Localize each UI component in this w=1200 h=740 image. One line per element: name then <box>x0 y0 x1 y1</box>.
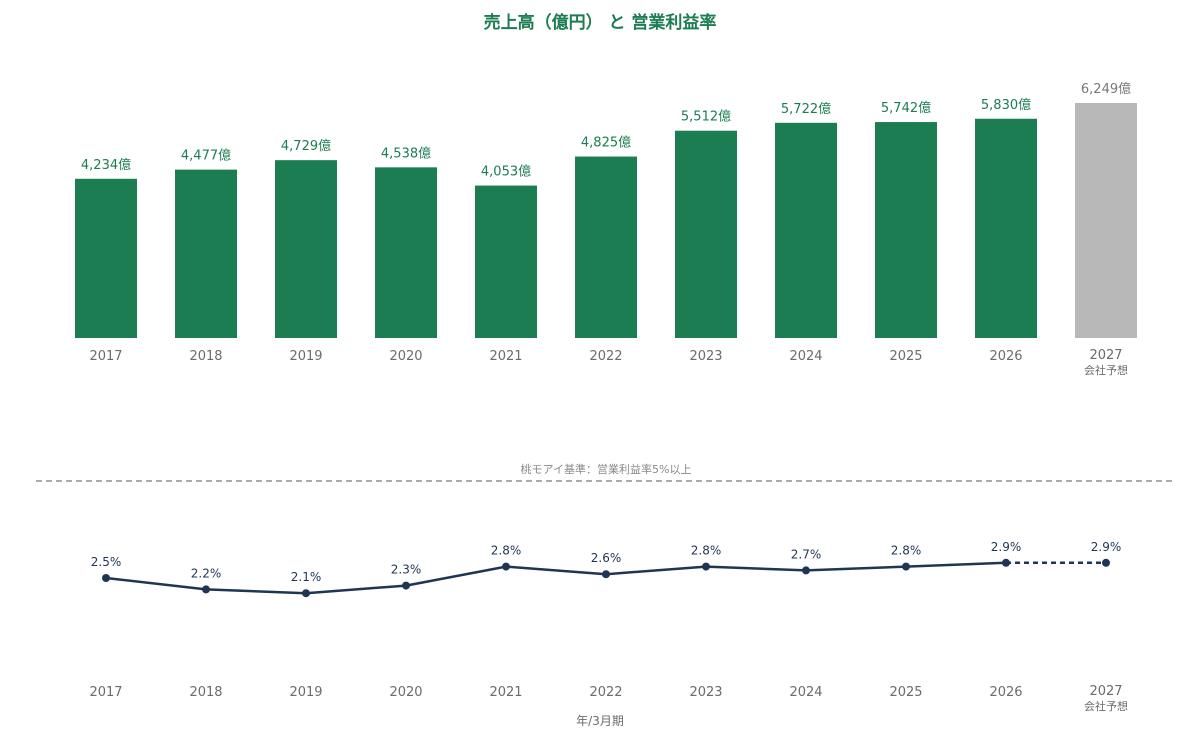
bar-x-tick-2018: 2018 <box>189 349 222 364</box>
bar-x-tick-2020: 2020 <box>389 349 422 364</box>
bar-value-label-2020: 4,538億 <box>381 145 431 161</box>
line-point-2024 <box>802 566 810 575</box>
line-point-2020 <box>402 581 410 590</box>
bar-2027 <box>1075 103 1137 338</box>
line-x-tick-2027: 2027 <box>1089 684 1122 699</box>
bar-x-tick-2023: 2023 <box>689 349 722 364</box>
line-x-tick-2022: 2022 <box>589 685 622 700</box>
bar-x-tick-2017: 2017 <box>89 349 122 364</box>
bar-x-tick-2021: 2021 <box>489 349 522 364</box>
line-value-label-2025: 2.8% <box>891 544 922 558</box>
bar-2020 <box>375 167 437 338</box>
bar-value-label-2017: 4,234億 <box>81 157 131 173</box>
line-value-label-2019: 2.1% <box>291 570 322 584</box>
operating-margin-line-chart: 桃モアイ基準：営業利益率5%以上 2.5% 2017 2.2% 2018 2.1% 2019… <box>36 462 1175 713</box>
bar-x-tick-2022: 2022 <box>589 349 622 364</box>
line-x-tick-2024: 2024 <box>789 685 822 700</box>
line-point-2019 <box>302 589 310 598</box>
bar-value-label-2019: 4,729億 <box>281 138 331 154</box>
line-x-tick-2025: 2025 <box>889 685 922 700</box>
bar-2018 <box>175 169 237 338</box>
line-x-tick-2026: 2026 <box>989 685 1022 700</box>
bar-value-label-2027: 6,249億 <box>1081 81 1131 97</box>
line-value-label-2018: 2.2% <box>191 566 222 580</box>
line-point-2027 <box>1102 558 1110 567</box>
reference-line-label: 桃モアイ基準：営業利益率5%以上 <box>521 462 692 476</box>
line-value-label-2026: 2.9% <box>991 540 1022 554</box>
bar-x-subtick-2027: 会社予想 <box>1084 363 1128 377</box>
sales-bar-chart: 4,234億 2017 4,477億 2018 4,729億 2019 4,538億 2020… <box>75 81 1137 377</box>
bar-value-label-2022: 4,825億 <box>581 135 631 151</box>
bar-value-label-2021: 4,053億 <box>481 164 531 180</box>
operating-margin-line <box>105 561 1007 595</box>
line-value-label-2017: 2.5% <box>91 555 122 569</box>
bar-value-label-2025: 5,742億 <box>881 100 931 116</box>
line-x-tick-2023: 2023 <box>689 685 722 700</box>
line-x-tick-2021: 2021 <box>489 685 522 700</box>
bar-2026 <box>975 118 1037 338</box>
bar-value-label-2026: 5,830億 <box>981 97 1031 113</box>
line-value-label-2022: 2.6% <box>591 551 622 565</box>
bar-x-tick-2024: 2024 <box>789 349 822 364</box>
bar-2017 <box>75 178 137 338</box>
bar-x-tick-2027: 2027 <box>1089 348 1122 363</box>
bar-value-label-2024: 5,722億 <box>781 101 831 117</box>
bar-2022 <box>575 156 637 338</box>
line-point-2026 <box>1002 558 1010 567</box>
bar-2019 <box>275 160 337 338</box>
bar-x-tick-2019: 2019 <box>289 349 322 364</box>
line-x-tick-2019: 2019 <box>289 685 322 700</box>
line-point-2021 <box>502 562 510 571</box>
bar-x-tick-2026: 2026 <box>989 349 1022 364</box>
line-value-label-2021: 2.8% <box>491 544 522 558</box>
bar-2023 <box>675 130 737 338</box>
line-point-2017 <box>102 574 110 582</box>
line-value-label-2024: 2.7% <box>791 547 822 561</box>
line-x-tick-2017: 2017 <box>89 685 122 700</box>
line-value-label-2027: 2.9% <box>1091 540 1122 554</box>
line-value-label-2023: 2.8% <box>691 544 722 558</box>
line-x-subtick-2027: 会社予想 <box>1084 699 1128 713</box>
bar-value-label-2018: 4,477億 <box>181 148 231 164</box>
line-x-tick-2020: 2020 <box>389 685 422 700</box>
bar-value-label-2023: 5,512億 <box>681 109 731 125</box>
bar-x-tick-2025: 2025 <box>889 349 922 364</box>
bar-2024 <box>775 122 837 338</box>
bar-2025 <box>875 122 937 338</box>
line-point-2022 <box>602 570 610 579</box>
line-point-2025 <box>902 562 910 571</box>
x-axis-title: 年/3月期 <box>576 714 624 728</box>
line-point-2023 <box>702 562 710 571</box>
chart-title: 売上高（億円） と 営業利益率 <box>484 12 717 33</box>
line-value-label-2020: 2.3% <box>391 563 422 577</box>
bar-2021 <box>475 185 537 338</box>
line-x-tick-2018: 2018 <box>189 685 222 700</box>
line-point-2018 <box>202 585 210 594</box>
